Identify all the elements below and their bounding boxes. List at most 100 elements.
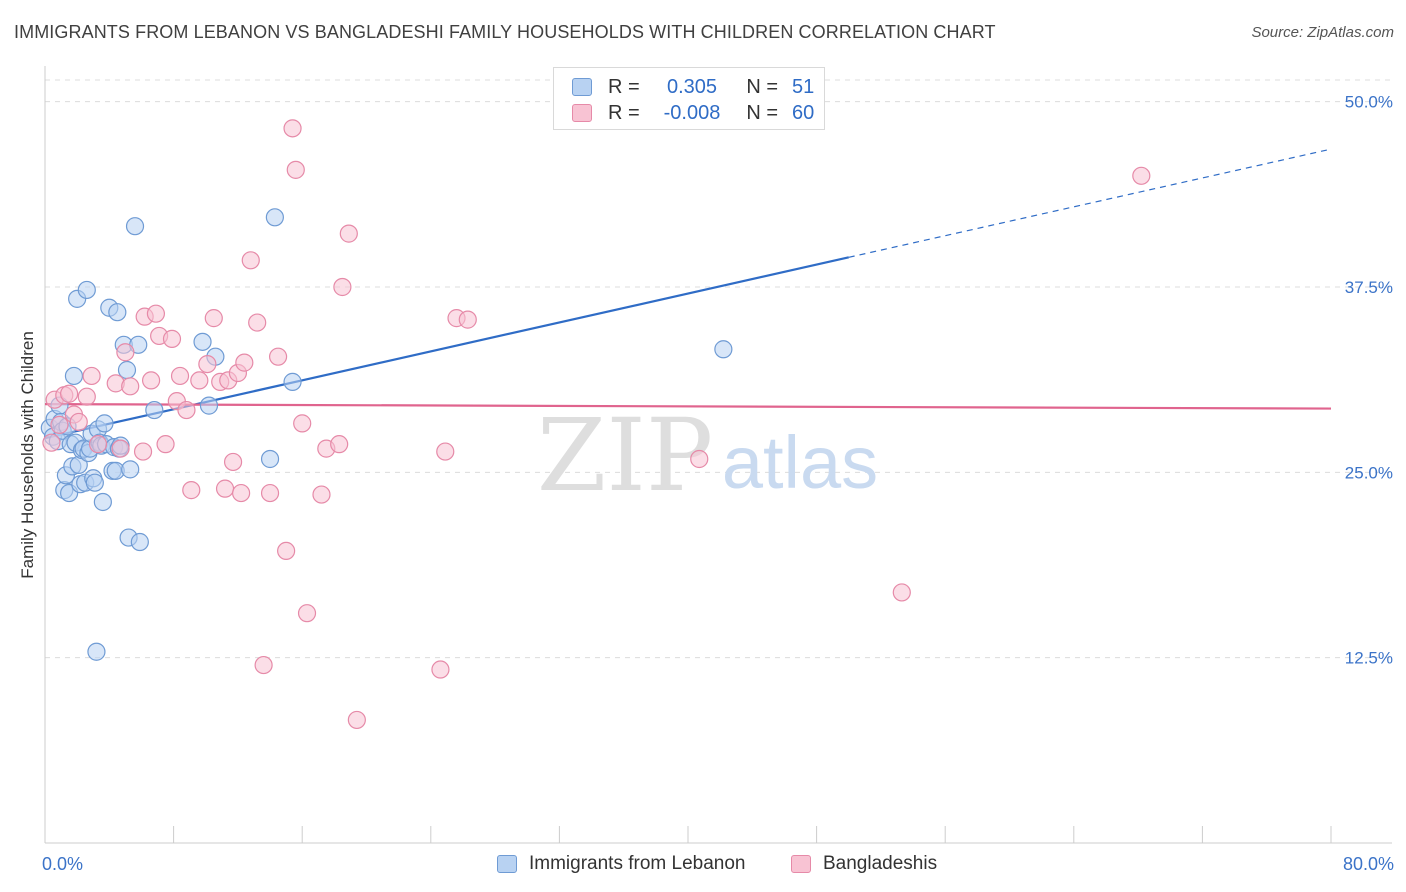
bangladeshis-point xyxy=(241,251,260,270)
axes xyxy=(44,66,1392,844)
bangladeshis-point xyxy=(248,313,267,332)
lebanon-point xyxy=(145,400,164,420)
lebanon-point xyxy=(85,473,104,492)
bangladeshis-point xyxy=(177,400,196,420)
bangladeshis-point xyxy=(223,452,243,472)
tick-labels: 12.5% 25.0% 37.5% 50.0% 0.0% 80.0% xyxy=(42,93,1394,874)
bangladeshis-point xyxy=(312,485,331,504)
bangladeshis-point xyxy=(170,366,190,386)
n-label: N = xyxy=(746,101,778,124)
lebanon-trend-extension xyxy=(848,148,1332,258)
bangladeshis-point xyxy=(182,481,201,500)
bangladeshis-point xyxy=(690,449,709,469)
lebanon-swatch-icon xyxy=(572,78,592,96)
lebanon-point xyxy=(714,340,733,359)
legend-label-bangladeshis: Bangladeshis xyxy=(823,853,938,874)
bangladeshis-point xyxy=(141,371,161,390)
source-credit: Source: ZipAtlas.com xyxy=(1251,24,1394,41)
bangladeshis-point xyxy=(235,353,254,372)
bangladeshis-point xyxy=(293,414,312,433)
bangladeshis-point xyxy=(133,442,153,461)
bangladeshis-point xyxy=(88,435,108,454)
y-tick-label: 37.5% xyxy=(1345,278,1393,297)
bangladeshis-point xyxy=(254,655,273,675)
legend-item-lebanon[interactable]: Immigrants from Lebanon xyxy=(497,851,746,877)
bangladeshis-point xyxy=(436,442,455,461)
bangladeshis-point xyxy=(77,387,96,406)
lebanon-point xyxy=(93,492,112,512)
lebanon-point xyxy=(130,532,149,552)
bangladeshis-point xyxy=(50,415,69,434)
bangladeshis-point xyxy=(268,347,288,366)
bangladeshis-point xyxy=(1132,166,1151,185)
lebanon-point xyxy=(199,396,219,415)
bangladeshis-legend-swatch-icon xyxy=(791,855,811,873)
bangladeshis-point xyxy=(283,119,302,138)
lebanon-point xyxy=(95,414,114,433)
lebanon-legend-swatch-icon xyxy=(497,855,517,873)
y-tick-label: 12.5% xyxy=(1345,649,1393,668)
lebanon-point xyxy=(108,303,127,322)
lebanon-point xyxy=(260,449,280,469)
bangladeshis-point xyxy=(69,412,88,432)
bangladeshis-point xyxy=(260,483,280,503)
legend-label-lebanon: Immigrants from Lebanon xyxy=(529,853,746,874)
x-tick-label: 0.0% xyxy=(42,854,83,874)
data-points xyxy=(40,119,1151,730)
stats-row-lebanon: R = 0.305 N = 51 xyxy=(572,75,814,99)
trend-lines xyxy=(44,148,1332,440)
lebanon-point xyxy=(87,642,106,661)
lebanon-point xyxy=(283,372,302,391)
y-tick-label: 25.0% xyxy=(1345,463,1393,482)
lebanon-point xyxy=(265,208,284,227)
bangladeshis-point xyxy=(339,224,358,243)
bangladeshis-point xyxy=(111,439,130,458)
r-label: R = xyxy=(608,101,640,124)
bangladeshis-swatch-icon xyxy=(572,104,592,122)
bangladeshis-point xyxy=(121,377,140,396)
bangladeshis-point xyxy=(190,371,209,390)
bangladeshis-point xyxy=(297,604,317,623)
lebanon-point xyxy=(64,366,84,386)
bangladeshis-point xyxy=(156,435,175,454)
legend-item-bangladeshis[interactable]: Bangladeshis xyxy=(791,851,937,877)
bangladeshis-point xyxy=(204,309,223,328)
r-label: R = xyxy=(608,75,640,98)
n-value: 51 xyxy=(792,75,815,98)
x-tick-label: 80.0% xyxy=(1343,854,1394,874)
bangladeshis-point xyxy=(146,304,166,323)
bangladeshis-point xyxy=(431,660,450,679)
bangladeshis-point xyxy=(162,329,182,348)
bangladeshis-point xyxy=(277,541,296,561)
watermark: ZIP atlas xyxy=(537,397,878,514)
bangladeshis-point xyxy=(215,479,235,498)
bangladeshis-trend-line xyxy=(44,403,1332,410)
bangladeshis-point xyxy=(82,366,101,386)
bangladeshis-point xyxy=(286,160,305,179)
stats-row-bangladeshis: R = -0.008 N = 60 xyxy=(572,101,814,125)
lebanon-point xyxy=(121,460,140,479)
chart-title: IMMIGRANTS FROM LEBANON VS BANGLADESHI F… xyxy=(14,22,996,42)
lebanon-point xyxy=(125,217,145,236)
watermark-zip: ZIP xyxy=(537,397,713,514)
bangladeshis-point xyxy=(333,277,352,297)
stats-legend-box: R = 0.305 N = 51 R = -0.008 N = 60 xyxy=(553,67,825,130)
lebanon-point xyxy=(77,280,96,300)
bangladeshis-point xyxy=(458,310,477,329)
n-value: 60 xyxy=(792,101,815,124)
y-axis-label: Family Households with Children xyxy=(18,331,37,579)
y-tick-label: 50.0% xyxy=(1345,93,1393,112)
bangladeshis-point xyxy=(198,354,217,374)
n-label: N = xyxy=(746,75,778,98)
bangladeshis-point xyxy=(232,483,251,503)
bangladeshis-point xyxy=(330,435,349,454)
r-value: 0.305 xyxy=(666,75,718,98)
bangladeshis-point xyxy=(892,583,911,602)
watermark-atlas: atlas xyxy=(722,421,878,504)
bangladeshis-point xyxy=(60,384,79,403)
bangladeshis-point xyxy=(42,433,61,452)
bangladeshis-point xyxy=(116,343,135,362)
bangladeshis-point xyxy=(347,710,366,730)
lebanon-point xyxy=(193,332,212,351)
